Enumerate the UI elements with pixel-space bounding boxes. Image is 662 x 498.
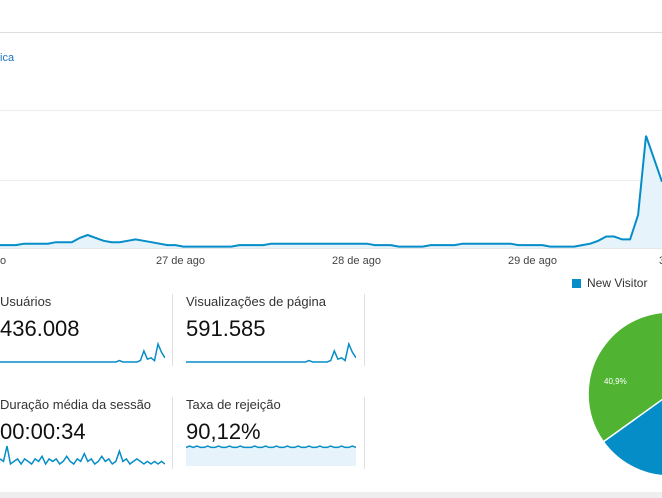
metric-value-session-duration: 00:00:34	[0, 419, 86, 444]
sparkline-session-duration	[0, 445, 165, 466]
series-line	[0, 135, 662, 248]
top-divider	[0, 32, 662, 33]
series-legend-label[interactable]: ica	[0, 52, 15, 64]
metric-label-users: Usuários	[0, 294, 52, 309]
pie-slice-label: 40,9%	[604, 377, 627, 386]
pie-legend-new-visitor[interactable]: New Visitor	[572, 276, 647, 290]
legend-swatch	[572, 279, 581, 289]
gridline	[0, 110, 662, 111]
pie-slice-new-visitor[interactable]	[602, 318, 662, 477]
pie-legend-label: New Visitor	[587, 276, 648, 290]
metric-divider	[172, 294, 173, 366]
metric-value-users: 436.008	[0, 316, 80, 341]
metric-label-session-duration: Duração média da sessão	[0, 397, 152, 412]
metric-value-pageviews: 591.585	[186, 316, 266, 341]
sparkline-path	[186, 342, 356, 363]
x-tick-label: 29 de ago	[508, 255, 557, 267]
metric-divider	[172, 397, 173, 469]
sessions-area-chart[interactable]	[0, 100, 662, 255]
sparkline-pageviews	[186, 342, 356, 363]
area-fill	[0, 135, 662, 248]
metric-divider	[364, 294, 365, 366]
metric-label-pageviews: Visualizações de página	[186, 294, 326, 309]
x-tick-label: 27 de ago	[156, 255, 205, 267]
x-tick-label: 3	[659, 255, 662, 267]
bottom-scroll-area	[0, 492, 662, 498]
pie-slice-returning[interactable]	[587, 311, 662, 443]
sparkline-bounce-rate	[186, 445, 356, 466]
x-tick-label: 28 de ago	[332, 255, 381, 267]
sparkline-fill	[186, 446, 356, 466]
gridline	[0, 180, 662, 181]
sparkline-users	[0, 342, 165, 363]
metric-label-bounce-rate: Taxa de rejeição	[186, 397, 281, 412]
metric-value-bounce-rate: 90,12%	[186, 419, 261, 444]
x-tick-label: o	[0, 255, 7, 267]
visitor-pie-chart[interactable]: 40,9%	[560, 290, 662, 498]
sparkline-path	[0, 445, 165, 466]
sparkline-path	[186, 445, 356, 449]
metric-divider	[364, 397, 365, 469]
sparkline-path	[0, 342, 165, 363]
